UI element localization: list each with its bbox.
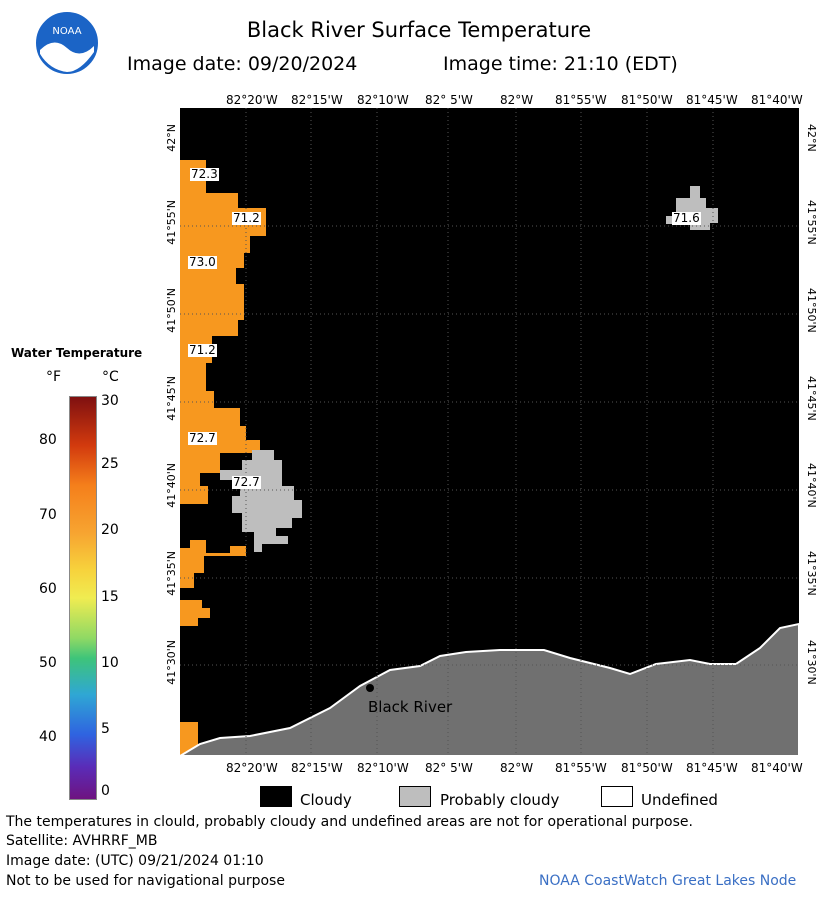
place-label: Black River: [368, 698, 453, 716]
disclaimer: The temperatures in clould, probably clo…: [6, 814, 693, 830]
warm-water-region: [180, 160, 266, 504]
lon-label-top: 81°55'W: [555, 93, 607, 107]
lat-label-right: 41°55'N: [805, 200, 818, 245]
lon-label-top: 82°W: [500, 93, 534, 107]
lon-label-bottom: 81°50'W: [621, 761, 673, 775]
black-river-marker: [366, 684, 374, 692]
lon-label-top: 81°40'W: [751, 93, 803, 107]
isotherm-label: 72.7: [188, 431, 217, 445]
isotherm-label: 71.2: [232, 211, 261, 225]
scale-title: Water Temperature: [11, 346, 143, 360]
legend-cloudy-swatch: [260, 786, 292, 807]
lat-label-left: 42°N: [165, 124, 178, 152]
lon-label-bottom: 81°45'W: [686, 761, 738, 775]
probably-cloudy-region: [220, 450, 302, 552]
lat-label-right: 41°35'N: [805, 551, 818, 596]
scale-tick-f: 70: [39, 507, 57, 523]
land-region: [180, 622, 799, 756]
lon-label-top: 82°10'W: [357, 93, 409, 107]
noaa-logo: NOAA: [36, 12, 98, 74]
scale-unit-f: °F: [46, 369, 62, 385]
legend-undefined-label: Undefined: [641, 791, 718, 809]
lon-label-bottom: 82°W: [500, 761, 534, 775]
lon-label-top: 82°15'W: [291, 93, 343, 107]
lat-label-right: 41°40'N: [805, 463, 818, 508]
scale-tick-f: 50: [39, 655, 57, 671]
lat-label-right: 41°30'N: [805, 640, 818, 685]
lat-label-left: 41°50'N: [165, 288, 178, 333]
color-scale-bar: [69, 396, 97, 800]
scale-tick-c: 0: [101, 783, 110, 799]
lat-label-right: 42°N: [805, 124, 818, 152]
image-time: Image time: 21:10 (EDT): [443, 53, 678, 75]
credit-link[interactable]: NOAA CoastWatch Great Lakes Node: [539, 873, 797, 889]
lat-label-left: 41°55'N: [165, 200, 178, 245]
lat-label-right: 41°45'N: [805, 376, 818, 421]
lon-label-bottom: 81°40'W: [751, 761, 803, 775]
lon-label-bottom: 82°10'W: [357, 761, 409, 775]
lon-label-top: 82°20'W: [226, 93, 278, 107]
lat-label-left: 41°30'N: [165, 640, 178, 685]
scale-tick-c: 30: [101, 393, 119, 409]
isotherm-label: 72.3: [190, 167, 219, 181]
warm-water-region: [180, 540, 246, 588]
scale-tick-c: 25: [101, 456, 119, 472]
lat-label-right: 41°50'N: [805, 288, 818, 333]
image-date: Image date: 09/20/2024: [127, 53, 358, 75]
warm-water-region: [180, 600, 210, 626]
lat-label-left: 41°35'N: [165, 551, 178, 596]
legend-probably-cloudy-label: Probably cloudy: [440, 791, 560, 809]
lon-label-bottom: 82°15'W: [291, 761, 343, 775]
legend-cloudy-label: Cloudy: [300, 791, 352, 809]
isotherm-label: 73.0: [188, 255, 217, 269]
isotherm-label: 71.6: [672, 211, 701, 225]
utc-date: Image date: (UTC) 09/21/2024 01:10: [6, 853, 264, 869]
lon-label-top: 82° 5'W: [425, 93, 473, 107]
svg-text:NOAA: NOAA: [52, 26, 81, 37]
nav-warning: Not to be used for navigational purpose: [6, 873, 285, 889]
lat-label-left: 41°45'N: [165, 376, 178, 421]
scale-tick-c: 15: [101, 589, 119, 605]
lat-label-left: 41°40'N: [165, 463, 178, 508]
lon-label-bottom: 82°20'W: [226, 761, 278, 775]
scale-tick-f: 80: [39, 432, 57, 448]
legend-probably-cloudy-swatch: [399, 786, 431, 807]
lon-label-bottom: 82° 5'W: [425, 761, 473, 775]
scale-unit-c: °C: [102, 369, 119, 385]
legend-undefined-swatch: [601, 786, 633, 807]
lon-label-top: 81°45'W: [686, 93, 738, 107]
scale-tick-f: 60: [39, 581, 57, 597]
temperature-map[interactable]: 72.3 71.2 73.0 71.2 72.7 72.7 71.6 Black…: [180, 108, 799, 756]
isotherm-label: 71.2: [188, 343, 217, 357]
scale-tick-c: 20: [101, 522, 119, 538]
lon-label-bottom: 81°55'W: [555, 761, 607, 775]
scale-tick-f: 40: [39, 729, 57, 745]
satellite-info: Satellite: AVHRRF_MB: [6, 833, 158, 849]
scale-tick-c: 10: [101, 655, 119, 671]
map-title: Black River Surface Temperature: [246, 18, 592, 42]
isotherm-label: 72.7: [232, 475, 261, 489]
scale-tick-c: 5: [101, 721, 110, 737]
lon-label-top: 81°50'W: [621, 93, 673, 107]
